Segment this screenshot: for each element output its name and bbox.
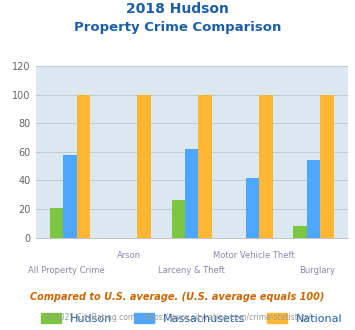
Bar xyxy=(137,95,151,238)
Bar xyxy=(77,95,90,238)
Text: 2018 Hudson: 2018 Hudson xyxy=(126,2,229,16)
Legend: Hudson, Massachusetts, National: Hudson, Massachusetts, National xyxy=(36,308,347,328)
Bar xyxy=(246,178,260,238)
Bar xyxy=(307,160,320,238)
Bar xyxy=(320,95,334,238)
Bar xyxy=(260,95,273,238)
Text: Burglary: Burglary xyxy=(299,266,335,275)
Bar xyxy=(63,155,77,238)
Text: Motor Vehicle Theft: Motor Vehicle Theft xyxy=(213,251,295,260)
Text: Compared to U.S. average. (U.S. average equals 100): Compared to U.S. average. (U.S. average … xyxy=(30,292,325,302)
Bar xyxy=(50,208,63,238)
Bar xyxy=(185,149,198,238)
Bar xyxy=(198,95,212,238)
Text: All Property Crime: All Property Crime xyxy=(28,266,105,275)
Bar xyxy=(294,226,307,238)
Bar xyxy=(171,200,185,238)
Text: © 2025 CityRating.com - https://www.cityrating.com/crime-statistics/: © 2025 CityRating.com - https://www.city… xyxy=(45,314,310,322)
Text: Arson: Arson xyxy=(117,251,141,260)
Text: Property Crime Comparison: Property Crime Comparison xyxy=(74,21,281,34)
Text: Larceny & Theft: Larceny & Theft xyxy=(158,266,225,275)
